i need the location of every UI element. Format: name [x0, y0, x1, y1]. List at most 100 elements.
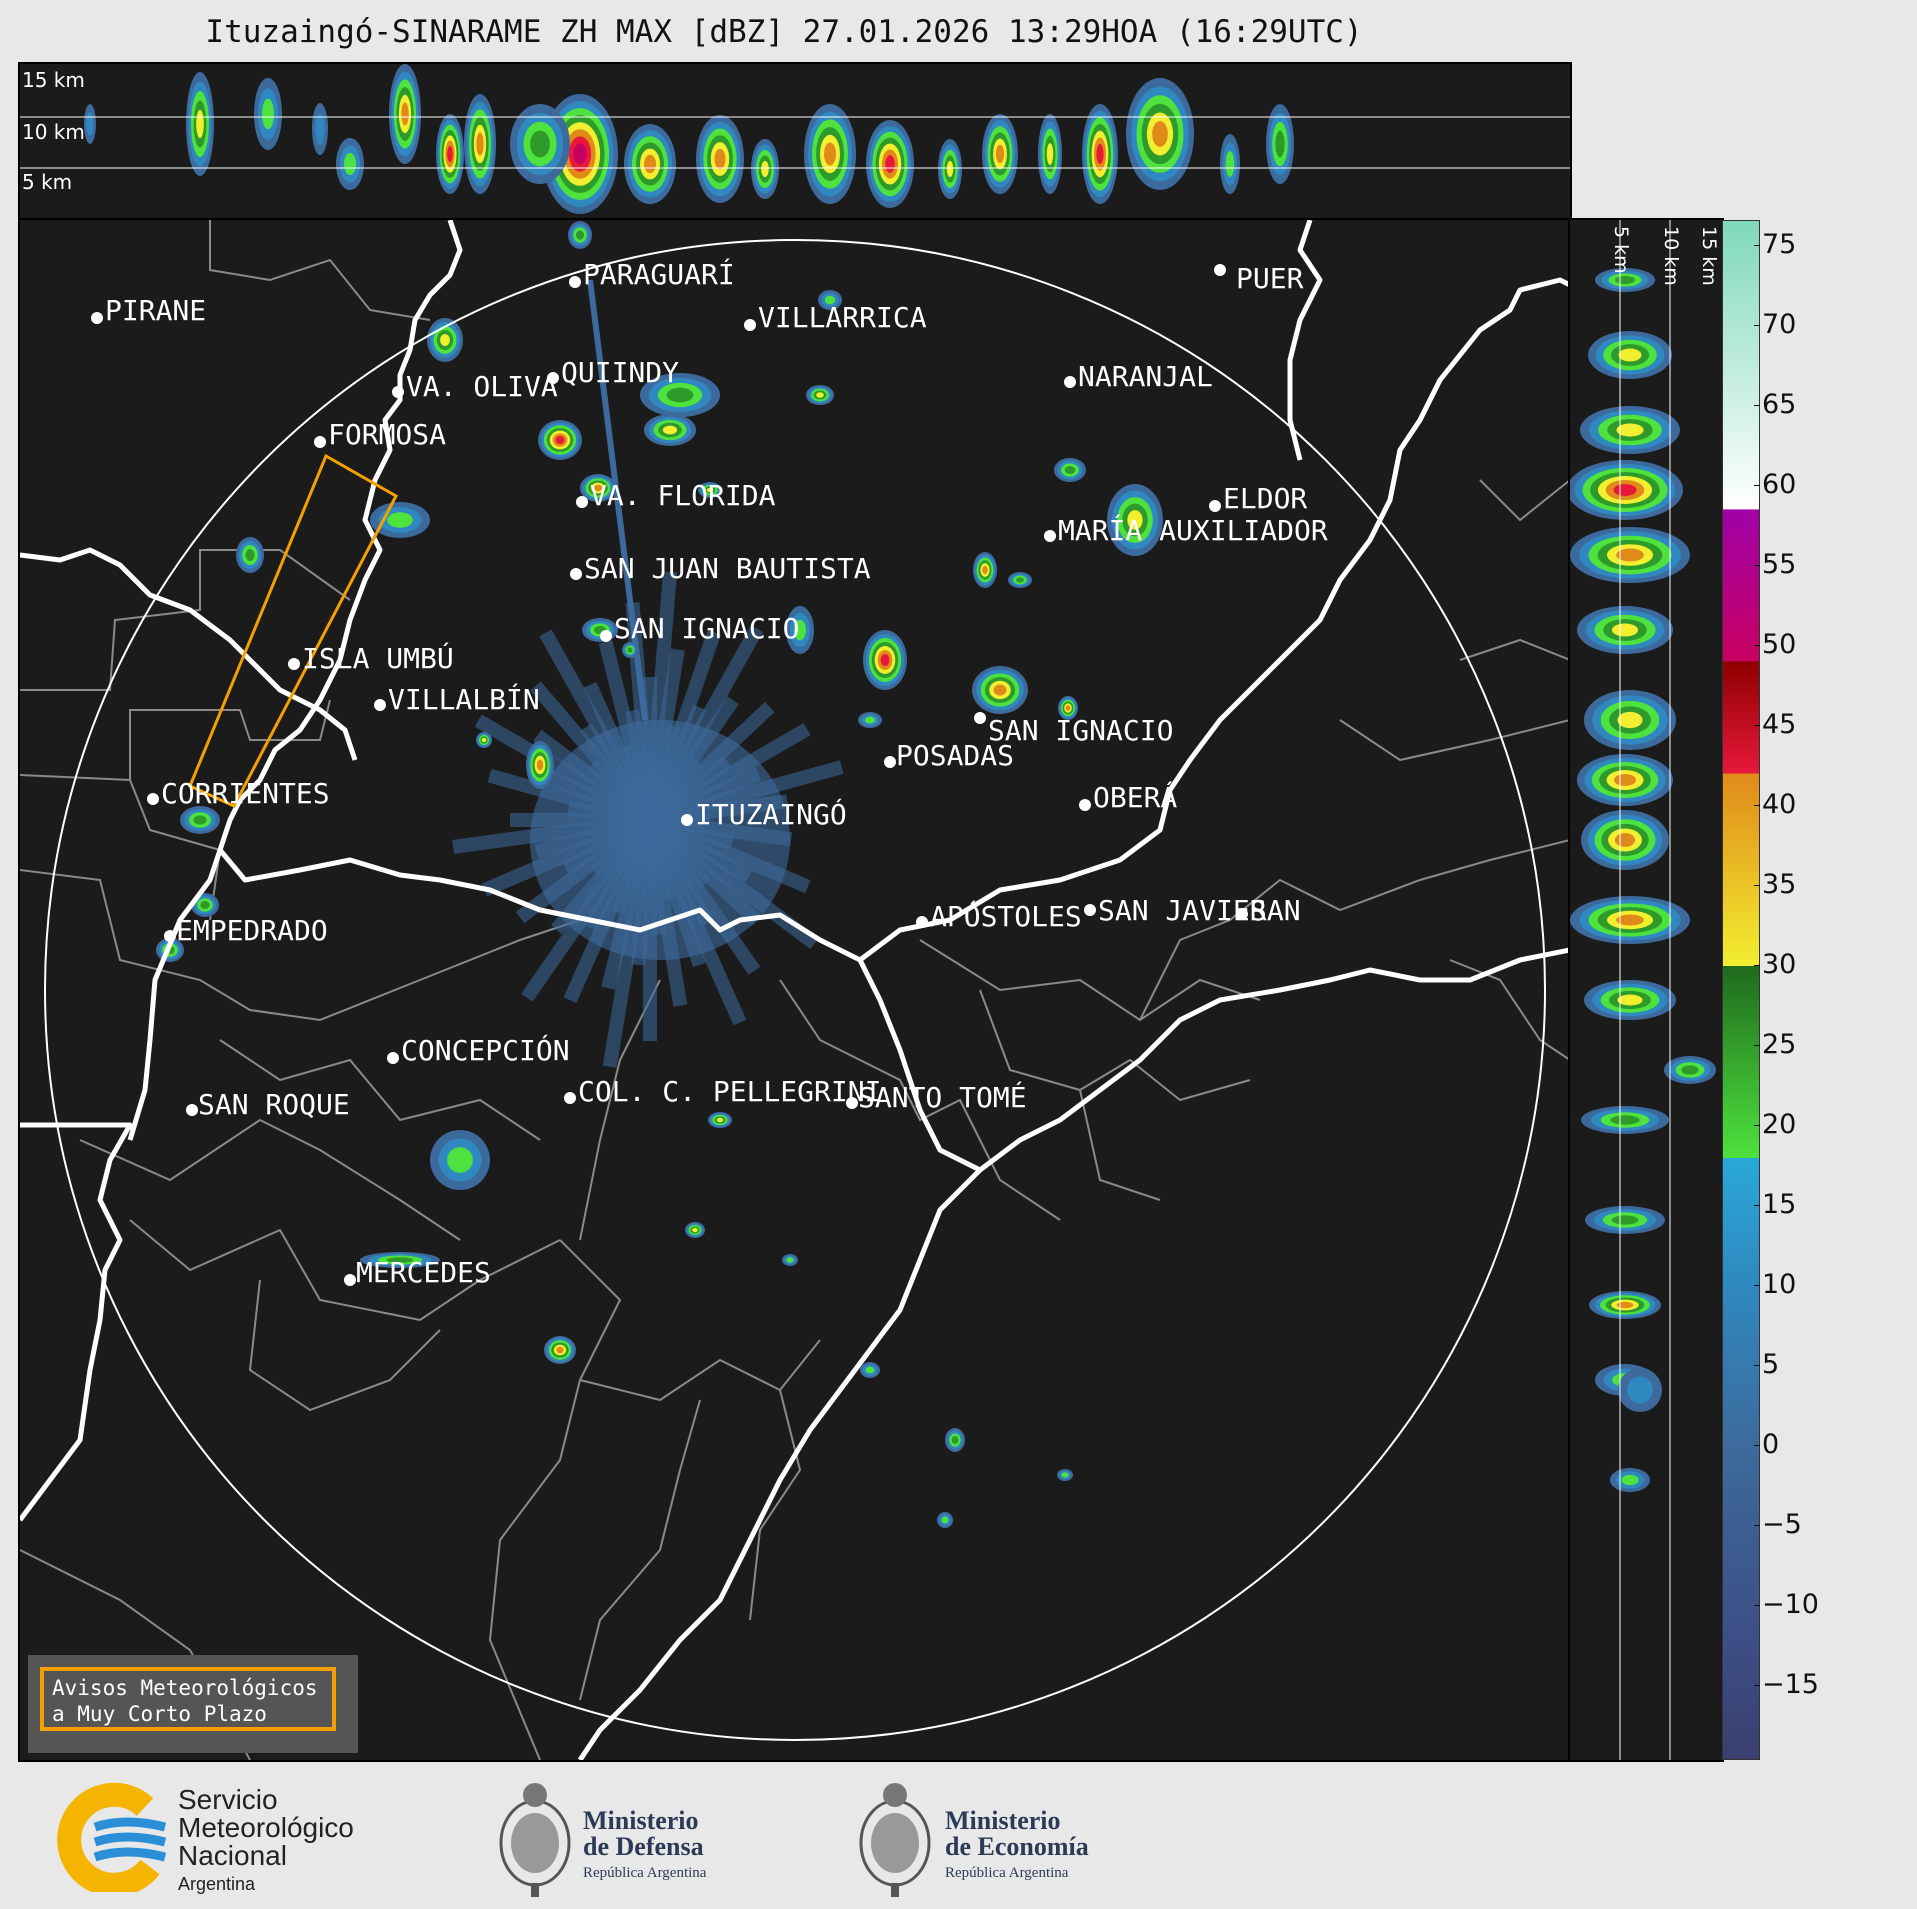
city-label: FORMOSA — [328, 418, 446, 451]
warning-polygon — [188, 453, 398, 808]
right-cross-section-panel: 5 km 10 km 15 km — [1568, 218, 1724, 1762]
admin-border-line — [20, 549, 351, 691]
admin-border-line — [579, 979, 661, 1241]
defensa-logo-text: Ministerio de Defensa República Argentin… — [583, 1808, 706, 1886]
echo-cell — [1016, 577, 1024, 583]
echo-cell — [1615, 276, 1635, 284]
admin-border-line — [1459, 638, 1570, 661]
city-dot — [1084, 904, 1096, 916]
colorbar-tick-label: −10 — [1754, 1589, 1819, 1620]
colorbar-tick-label: 70 — [1753, 309, 1797, 340]
defensa-line-1: Ministerio — [583, 1806, 699, 1835]
city-dot — [570, 568, 582, 580]
economia-line-1: Ministerio — [945, 1806, 1061, 1835]
city-dot — [569, 276, 581, 288]
top-cross-section-svg — [20, 64, 1570, 214]
city-dot — [91, 312, 103, 324]
echo-cell — [824, 295, 836, 305]
echo-cell — [946, 160, 954, 178]
colorbar-tick-label: −15 — [1754, 1669, 1819, 1700]
echo-cell — [1617, 994, 1643, 1006]
city-label: PUER — [1236, 262, 1304, 295]
echo-cell — [993, 684, 1007, 696]
echo-cell — [401, 102, 409, 126]
smn-line-1: Servicio — [178, 1784, 278, 1815]
echo-cell — [193, 815, 207, 825]
city-dot — [147, 793, 159, 805]
echo-cell — [315, 113, 325, 145]
echo-cell — [816, 392, 824, 398]
city-label: APÓSTOLES — [930, 899, 1082, 933]
echo-cell — [262, 98, 274, 130]
colorbar-tick-label: 25 — [1753, 1029, 1797, 1060]
echo-cell — [447, 1147, 473, 1173]
echo-cell — [1046, 143, 1054, 165]
river-corrientes-border — [20, 1122, 133, 1522]
echo-cell — [1225, 151, 1235, 177]
colorbar-tick-label: 30 — [1753, 949, 1797, 980]
river-uruguay-north — [857, 947, 1570, 1173]
colorbar-tick-label: 40 — [1753, 789, 1797, 820]
alert-line-2: a Muy Corto Plazo — [52, 1702, 267, 1726]
echo-cell — [481, 737, 487, 743]
city-label: PARAGUARÍ — [583, 257, 735, 291]
economia-logo-text: Ministerio de Economía República Argenti… — [945, 1808, 1089, 1886]
admin-border-line — [749, 1389, 802, 1621]
echo-cell — [1626, 1376, 1654, 1404]
echo-cell — [1616, 548, 1644, 562]
colorbar-tick-label: 75 — [1753, 229, 1797, 260]
city-label: ISLA UMBÚ — [302, 641, 454, 675]
defensa-seal-icon — [499, 1783, 571, 1897]
city-label: SAN ROQUE — [198, 1088, 350, 1121]
city-dot — [576, 496, 588, 508]
chart-title: Ituzaingó-SINARAME ZH MAX [dBZ] 27.01.20… — [205, 14, 1363, 50]
echo-cell — [344, 152, 356, 176]
echo-cell — [644, 154, 656, 174]
city-dot — [1236, 908, 1248, 920]
echo-cell — [196, 109, 204, 139]
defensa-line-2: de Defensa — [583, 1832, 704, 1861]
top-cross-section-panel: 15 km 10 km 5 km — [18, 62, 1572, 222]
admin-border-line — [209, 220, 431, 321]
echo-cell — [880, 654, 890, 666]
smn-line-3: Nacional — [178, 1840, 287, 1871]
clutter-core — [530, 720, 790, 960]
city-dot — [1214, 264, 1226, 276]
city-dot — [1044, 530, 1056, 542]
economia-seal-icon — [859, 1783, 931, 1897]
echo-cell — [1616, 1301, 1634, 1309]
echo-cell — [941, 1516, 949, 1524]
city-label: VILLALBÍN — [388, 682, 540, 716]
echo-cell — [995, 144, 1005, 164]
echo-cell — [1611, 623, 1639, 637]
echo-cell — [794, 619, 806, 641]
smn-logo-text: Servicio Meteorológico Nacional Argentin… — [178, 1786, 354, 1898]
admin-border-line — [129, 1219, 561, 1322]
city-label: SAN — [1250, 894, 1301, 927]
admin-border-line — [20, 869, 581, 1022]
colorbar-tick-label: 60 — [1753, 469, 1797, 500]
admin-border-line — [919, 939, 1261, 1022]
echo-cell — [1616, 423, 1644, 437]
echo-cell — [387, 512, 413, 528]
admin-border-line — [1079, 1089, 1161, 1201]
city-label: EMPEDRADO — [176, 914, 328, 947]
radar-map-svg: PIRANE PARAGUARÍ VILLARRICA VA. OLIVA QUIIND… — [20, 220, 1570, 1760]
colorbar-tick-label: 35 — [1753, 869, 1797, 900]
colorbar-tick-label: 15 — [1753, 1189, 1797, 1220]
alert-box-frame: Avisos Meteorológicos a Muy Corto Plazo — [40, 1667, 336, 1731]
admin-border-line — [779, 979, 1061, 1221]
height-label-10km: 10 km — [22, 120, 85, 144]
city-label: VA. OLIVA — [406, 370, 558, 403]
city-label: CONCEPCIÓN — [401, 1033, 570, 1067]
city-label: VA. FLORIDA — [590, 479, 776, 512]
city-dot — [164, 930, 176, 942]
echo-cell — [1065, 705, 1071, 711]
admin-border-line — [579, 1399, 701, 1701]
city-label: OBERÁ — [1093, 780, 1177, 814]
echo-cell — [1681, 1065, 1699, 1075]
rivers — [20, 220, 1570, 1760]
echo-cell — [576, 230, 584, 240]
echo-cell — [536, 759, 544, 771]
alert-line-1: Avisos Meteorológicos — [52, 1676, 318, 1700]
